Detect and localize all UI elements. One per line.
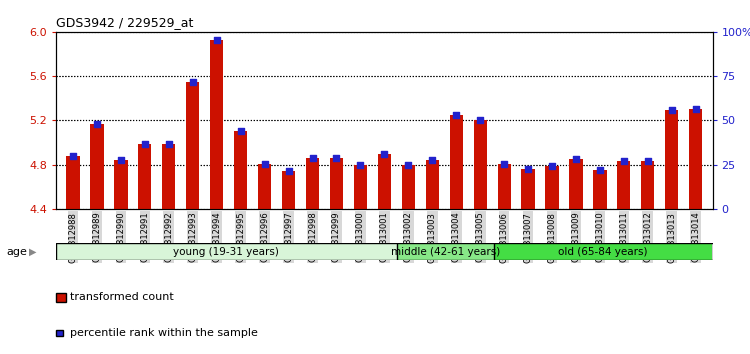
Bar [258, 164, 272, 209]
Text: old (65-84 years): old (65-84 years) [558, 247, 648, 257]
Point [139, 141, 151, 147]
Point [67, 153, 79, 159]
Point [115, 158, 127, 163]
Bar [402, 165, 415, 209]
Point [618, 159, 630, 164]
Bar [617, 161, 631, 209]
Bar [91, 124, 104, 209]
Bar [114, 160, 128, 209]
Bar [641, 161, 655, 209]
Bar [138, 144, 152, 209]
Bar [56, 243, 397, 260]
Bar [186, 82, 200, 209]
Bar [234, 131, 248, 209]
Text: percentile rank within the sample: percentile rank within the sample [70, 328, 258, 338]
Point [642, 159, 654, 164]
Point [426, 158, 438, 163]
Point [522, 166, 534, 172]
Point [355, 162, 367, 167]
Bar [282, 171, 296, 209]
Point [666, 108, 678, 113]
Point [378, 151, 390, 156]
Text: young (19-31 years): young (19-31 years) [173, 247, 279, 257]
Point [546, 163, 558, 169]
Bar [397, 243, 494, 260]
Point [259, 161, 271, 166]
Bar [67, 156, 80, 209]
Text: middle (42-61 years): middle (42-61 years) [391, 247, 500, 257]
Point [163, 141, 175, 147]
Bar [378, 154, 391, 209]
Bar [689, 109, 702, 209]
Point [498, 161, 510, 166]
Bar [306, 158, 319, 209]
Point [91, 121, 103, 126]
Point [402, 162, 414, 167]
Point [307, 155, 319, 161]
Bar [354, 165, 367, 209]
Bar [473, 120, 487, 209]
Bar [569, 159, 583, 209]
Point [283, 169, 295, 174]
Text: ▶: ▶ [28, 247, 36, 257]
Bar [210, 40, 224, 209]
Bar [665, 110, 678, 209]
Point [474, 118, 486, 123]
Point [235, 129, 247, 134]
Point [187, 79, 199, 85]
Bar [497, 164, 511, 209]
Bar [450, 115, 463, 209]
Point [570, 156, 582, 162]
Point [690, 107, 702, 112]
Bar [593, 170, 607, 209]
Text: GDS3942 / 229529_at: GDS3942 / 229529_at [56, 16, 194, 29]
Bar [162, 144, 176, 209]
Bar [545, 166, 559, 209]
Point [594, 167, 606, 173]
Bar [521, 169, 535, 209]
Text: transformed count: transformed count [70, 292, 173, 302]
Bar [494, 243, 712, 260]
Point [450, 112, 462, 118]
Bar [330, 158, 343, 209]
Point [331, 155, 343, 161]
Point [211, 37, 223, 42]
Text: age: age [6, 247, 27, 257]
Bar [426, 160, 439, 209]
